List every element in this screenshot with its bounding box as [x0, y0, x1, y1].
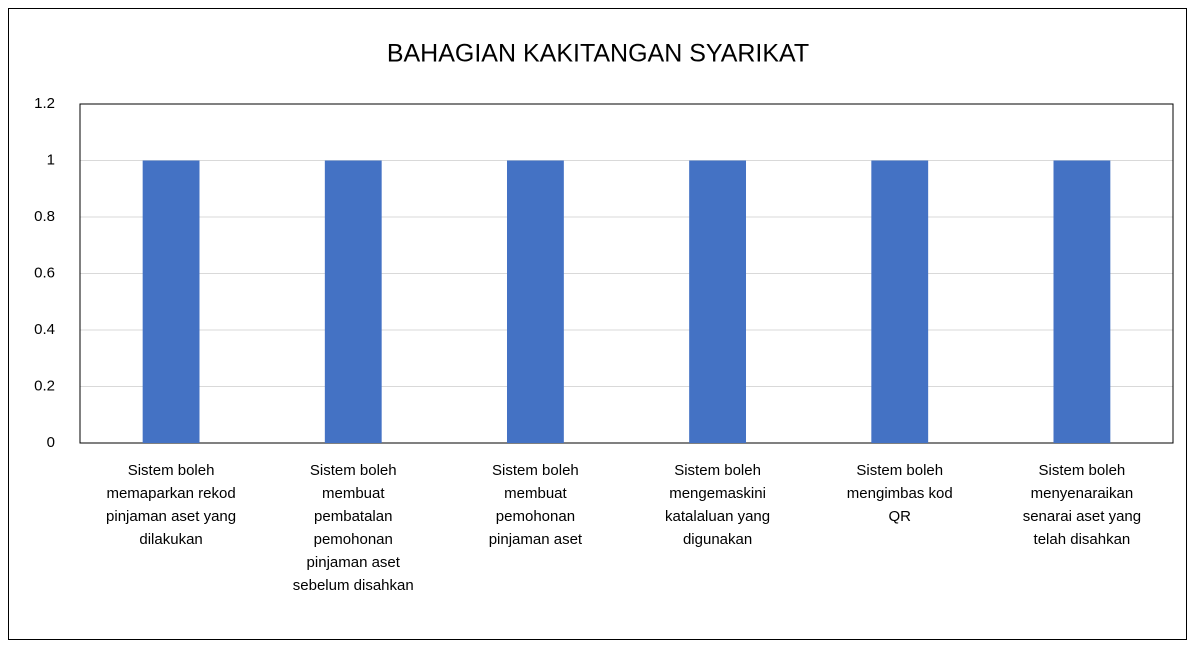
x-tick-label: Sistem boleh mengemaskini katalaluan yang d… [665, 462, 770, 548]
y-tick-label: 0.2 [34, 377, 55, 394]
y-tick-label: 1.2 [34, 95, 55, 112]
y-tick-label: 0 [47, 434, 55, 451]
chart-border [8, 8, 1187, 640]
bar [142, 160, 200, 443]
plot-border [79, 103, 1174, 444]
x-tick-label: Sistem boleh membuat pemohonan pinjaman ase… [489, 462, 583, 548]
x-tick-label: Sistem boleh menyenaraikan senarai aset ya… [1023, 462, 1141, 548]
bar [1053, 160, 1111, 443]
y-tick-label: 1 [47, 151, 55, 168]
x-tick-label: Sistem boleh mengimbas kod QR [847, 462, 953, 525]
bar [871, 160, 929, 443]
bar [689, 160, 747, 443]
x-tick-label: Sistem boleh memaparkan rekod pinjaman ase… [106, 462, 236, 548]
x-tick-label: Sistem boleh membuat pembatalan pemohonan pi… [293, 462, 414, 594]
chart-title: BAHAGIAN KAKITANGAN SYARIKAT [387, 40, 809, 68]
y-tick-label: 0.4 [34, 321, 55, 338]
y-tick-label: 0.8 [34, 208, 55, 225]
bar [324, 160, 382, 443]
bar [506, 160, 564, 443]
y-tick-label: 0.6 [34, 264, 55, 281]
